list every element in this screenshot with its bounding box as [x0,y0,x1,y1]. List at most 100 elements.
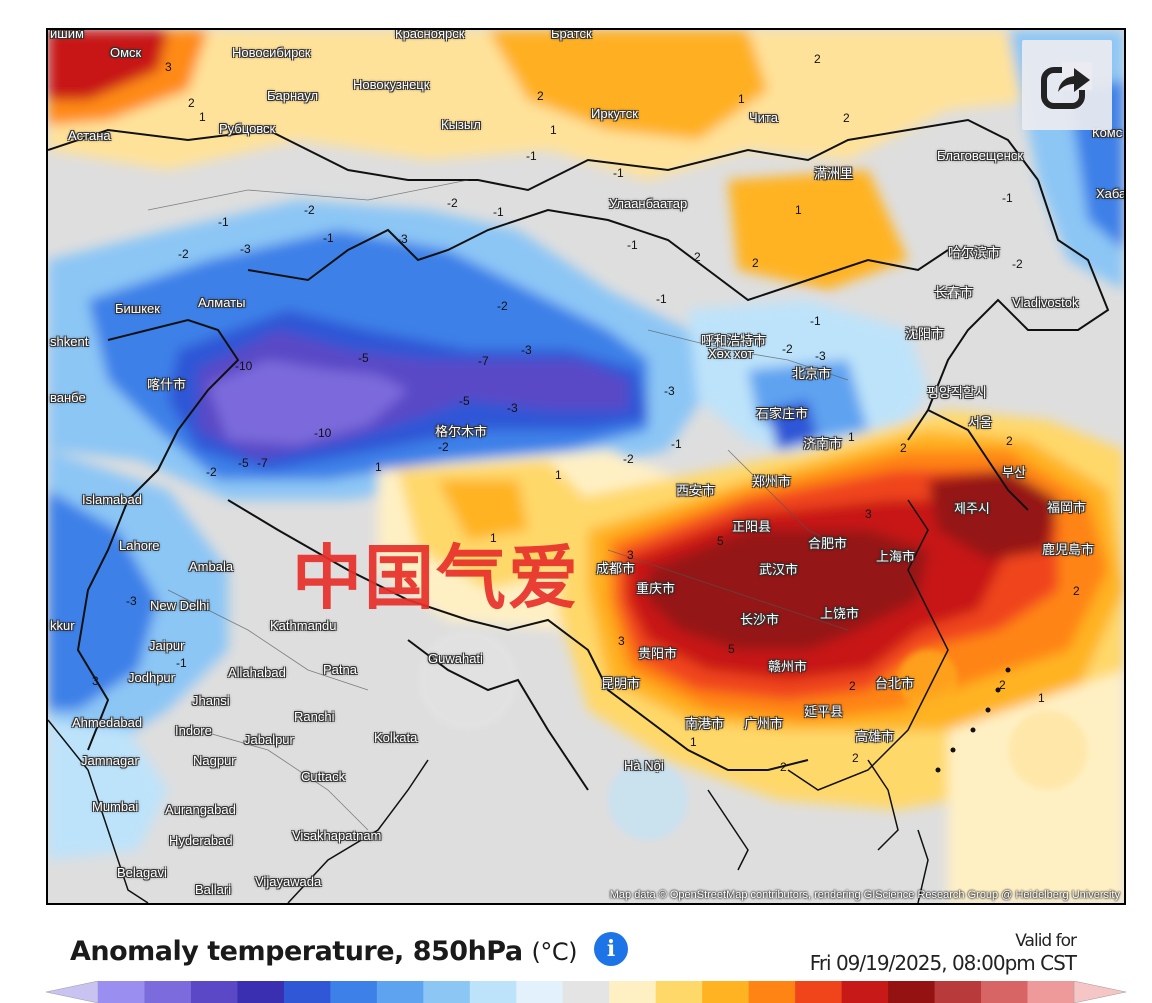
isoline-value: -1 [218,215,229,229]
city-label-text: Jodhpur [128,670,175,685]
city-label-text: 成都市 [596,561,636,576]
isoline-value: 1 [738,92,745,106]
city-label: Kathmandu [270,618,337,633]
isoline-value: -2 [497,299,508,313]
city-label: Рубцовск [219,121,275,136]
city-label: shkent [50,334,88,349]
city-label: Patna [323,662,357,677]
city-label-text: New Delhi [150,598,210,613]
city-label: 正阳县 [732,516,771,535]
city-label-text: Lahore [119,538,160,553]
city-label: 格尔木市 [435,421,487,440]
city-label: Hà Nội [624,758,664,773]
city-label: Aurangabad [165,802,236,817]
isoline-value: -3 [521,343,532,357]
city-label-text: Ranchi [294,709,335,724]
isoline-value: 2 [900,441,907,455]
city-label: Барнаул [267,88,318,103]
city-label: Lahore [119,538,159,553]
isoline-value: 1 [199,110,206,124]
city-label: 广州市 [744,713,783,732]
share-icon [1041,62,1092,109]
isoline-value: -3 [507,401,518,415]
isoline-value: -1 [1002,191,1013,205]
city-label-text: shkent [50,334,89,349]
city-label-text: Ballari [195,882,232,897]
city-label-text: Астана [68,128,111,143]
city-label: Хөх хот [708,346,753,361]
city-label: Ahmedabad [72,715,142,730]
info-icon[interactable]: i [594,932,628,966]
isoline-value: -2 [206,465,217,479]
legend-unit: (°C) [531,938,578,966]
city-label: 서울 [968,412,992,431]
temperature-anomaly-map[interactable]: Омск Новосибирск Красноярск Братск Барнаул Но… [46,28,1126,905]
city-label: 台北市 [875,673,914,692]
city-label: 呼和浩特市 [701,330,766,349]
city-label-text: Jhansi [192,693,230,708]
isoline-value: -3 [397,232,408,246]
scale-arrow-low [46,981,99,1003]
city-label: Астана [68,128,111,143]
isoline-value: -2 [304,203,315,217]
city-label: 鹿児島市 [1042,539,1094,558]
isoline-value: 2 [537,89,544,103]
isoline-value: -1 [656,292,667,306]
share-button[interactable] [1022,40,1112,130]
scale-arrow-high [1073,981,1126,1003]
city-label: Indore [175,723,212,738]
city-label: 赣州市 [768,656,807,675]
city-label-text: Hà Nội [624,758,664,773]
isoline-value: -3 [240,242,251,256]
city-label-text: Рубцовск [219,121,276,136]
city-label-text: Hyderabad [169,833,233,848]
scale-swatch [144,981,192,1003]
city-label-text: Kathmandu [270,618,337,633]
isoline-value: 2 [852,751,859,765]
scale-swatch [702,981,750,1003]
city-label: 石家庄市 [756,403,808,422]
city-label: 郑州市 [752,471,791,490]
city-label: 西安市 [676,480,715,499]
scale-swatch [888,981,936,1003]
city-label-text: Guwahati [428,651,483,666]
isoline-value: 3 [165,60,172,74]
city-label: Kolkata [374,730,417,745]
city-label-text: ванбе [50,390,86,405]
city-label-text: 赣州市 [768,659,808,674]
city-label: Jamnagar [81,753,139,768]
city-label: Ballari [195,882,231,897]
city-label: 成都市 [596,558,635,577]
city-label-text: Братск [551,28,592,41]
city-label-text: Улаанбаатар [609,196,688,211]
city-label-text: 延平县 [804,704,844,719]
isoline-value: 5 [728,642,735,656]
city-label: Чита [749,110,778,125]
legend-title-text: Anomaly temperature, 850hPa [70,936,523,967]
scale-swatch [283,981,331,1003]
isoline-value: -2 [178,247,189,261]
city-label-text: Хөх хот [708,346,754,361]
city-label: 延平县 [804,701,843,720]
scale-swatch [469,981,517,1003]
city-label-text: 贵阳市 [638,646,678,661]
city-label-text: 沈阳市 [905,326,945,341]
isoline-value: -1 [810,314,821,328]
city-label: Belagavi [117,865,167,880]
watermark-text: 中国气爱 [292,537,580,619]
isoline-value: 2 [843,111,850,125]
city-label-text: 济南市 [803,436,843,451]
isoline-value: -2 [438,440,449,454]
valid-time: Valid for Fri 09/19/2025, 08:00pm CST [810,930,1077,974]
city-label-text: 长沙市 [740,612,780,627]
city-label: 哈尔滨市 [948,242,1000,261]
isoline-value: -2 [447,196,458,210]
scale-swatch [748,981,796,1003]
isoline-value: -3 [664,384,675,398]
city-label-text: 武汉市 [759,562,799,577]
isoline-value: 2 [999,678,1006,692]
city-label-text: 石家庄市 [756,406,809,421]
city-label: Jhansi [192,693,230,708]
city-label: 北京市 [792,363,831,382]
city-label: 高雄市 [855,726,894,745]
